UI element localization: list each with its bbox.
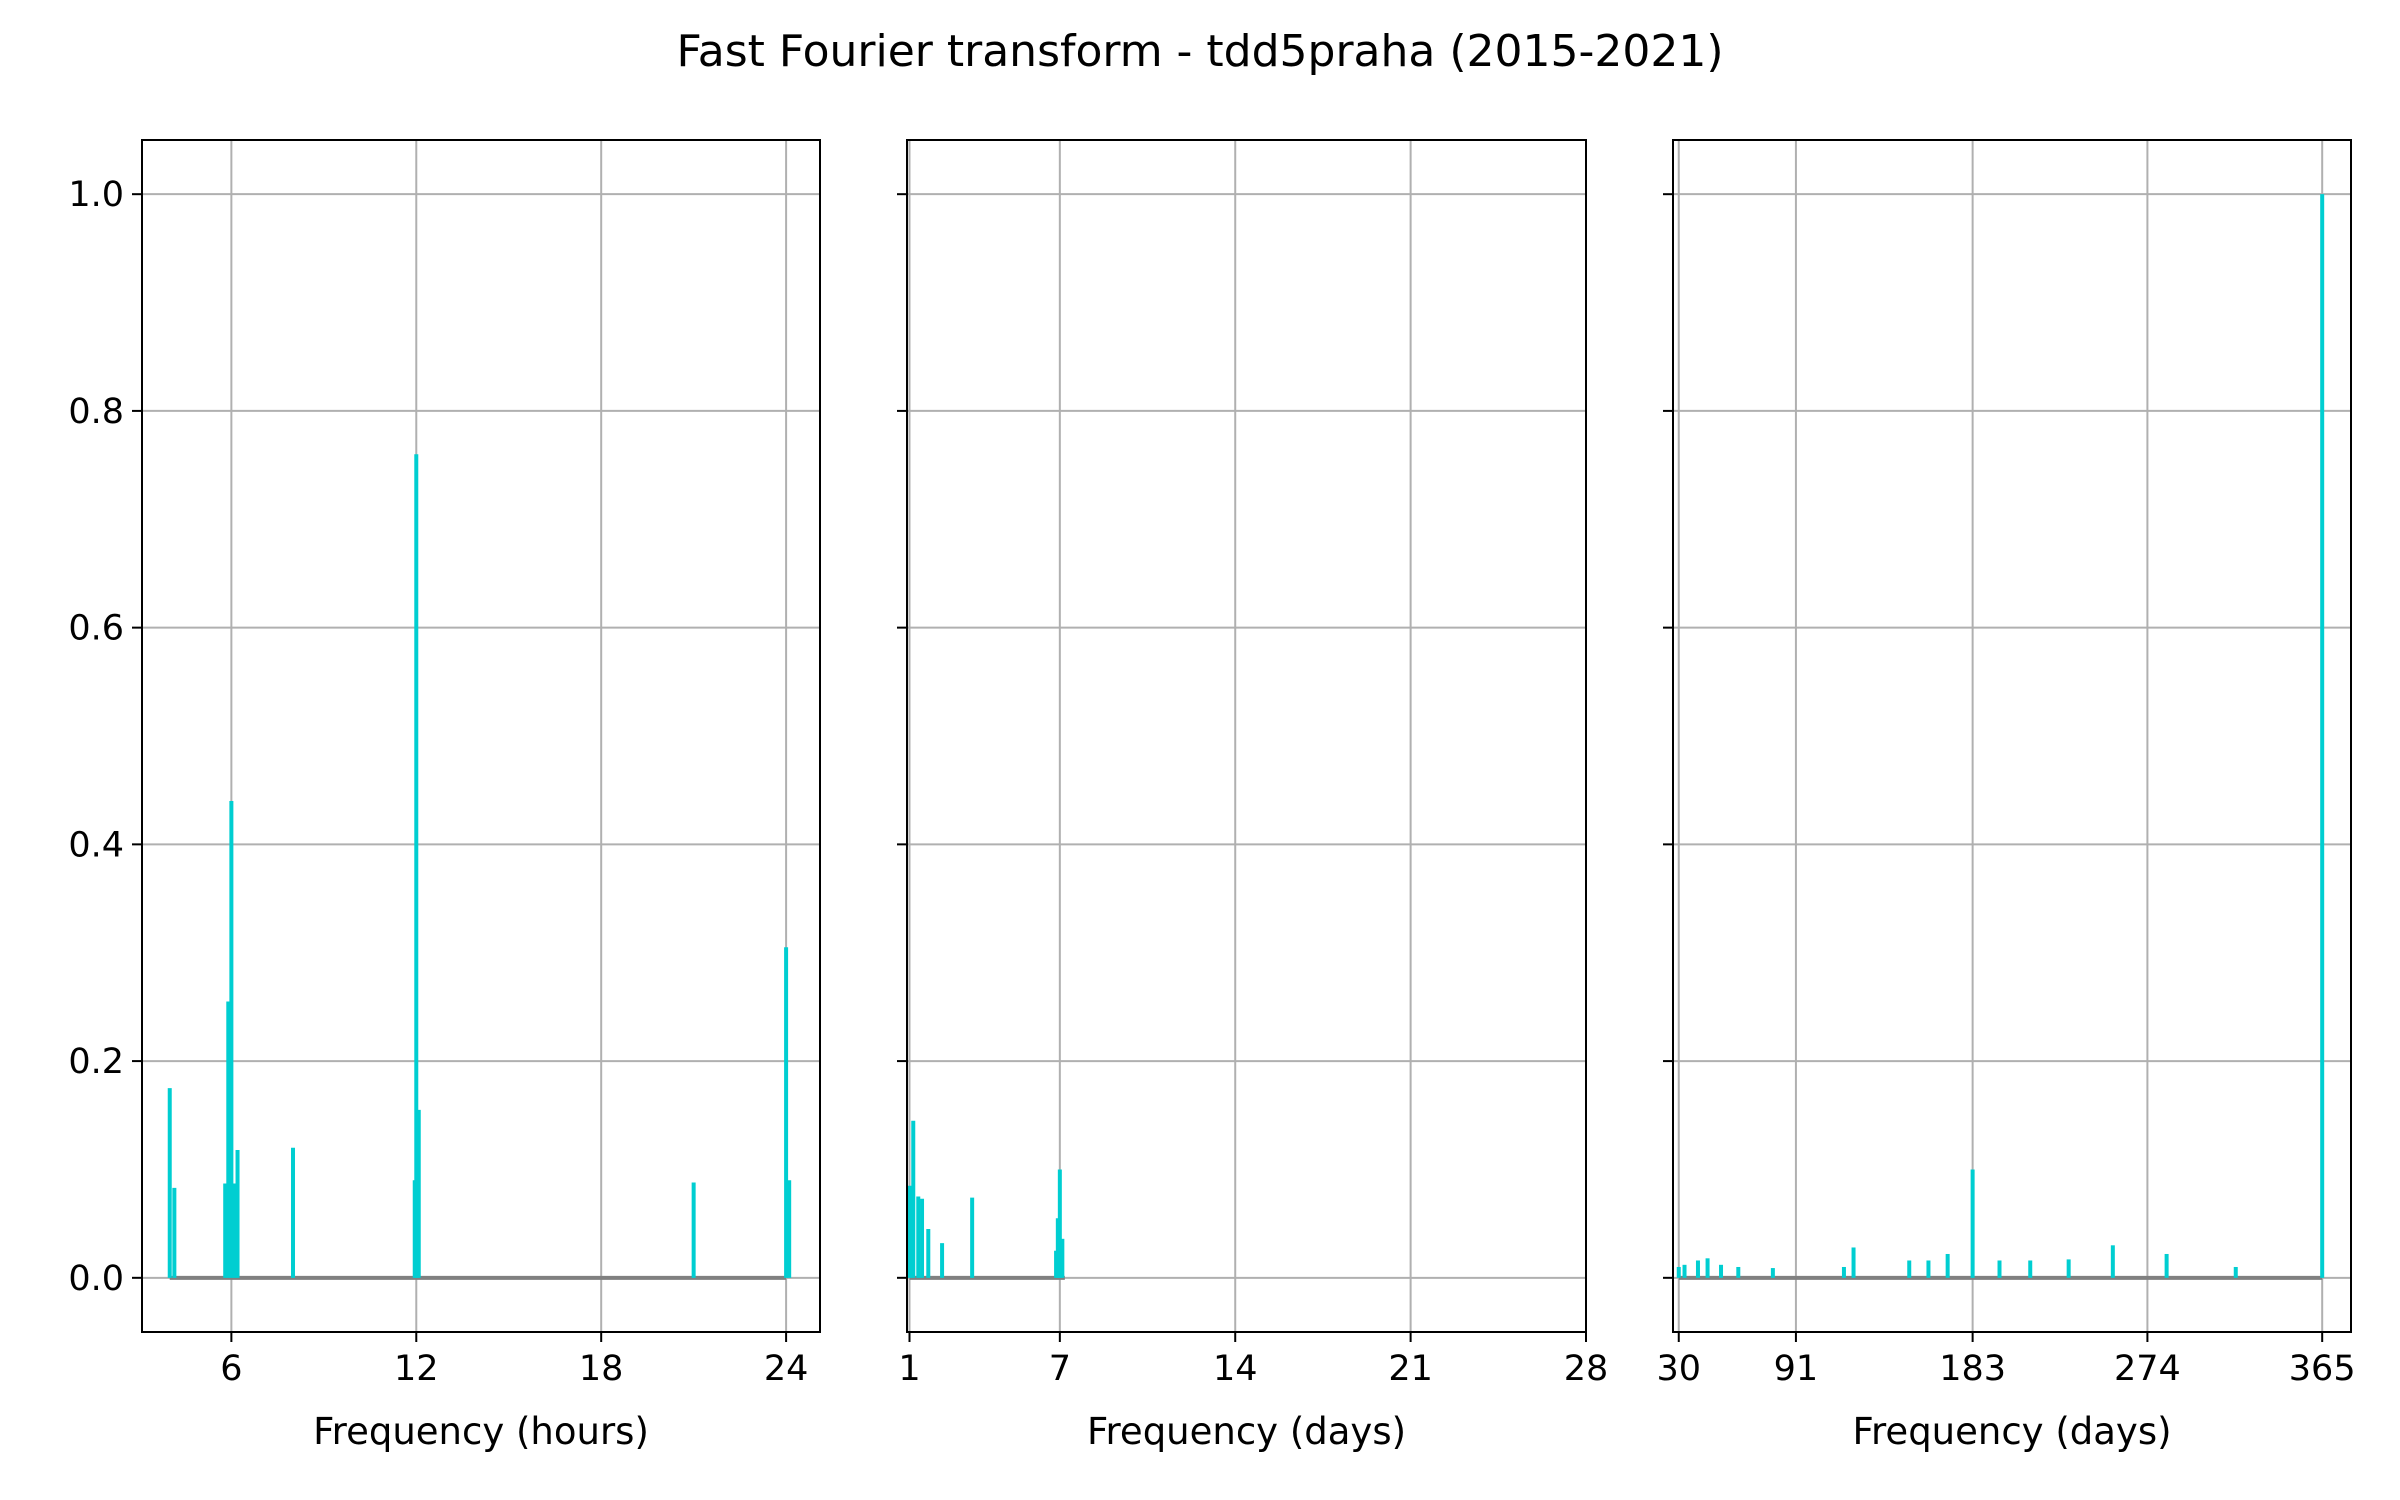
panel-days-weekly: 1 7 14 21 28 Frequency (days) <box>897 139 1609 1453</box>
x-tick-label: 6 <box>220 1349 242 1389</box>
axes-frame <box>1672 139 2352 1333</box>
x-tick-label: 28 <box>1564 1349 1609 1389</box>
y-tick-label: 0.8 <box>68 392 124 432</box>
panel-days-yearly: 30 91 183 274 365 Frequency (days) <box>1656 139 2356 1453</box>
y-tick-label: 0.0 <box>68 1259 124 1299</box>
x-tick-label: 24 <box>764 1349 809 1389</box>
x-tick-label: 1 <box>898 1349 920 1389</box>
x-tick-label: 274 <box>2114 1349 2181 1389</box>
x-tick-label: 91 <box>1774 1349 1819 1389</box>
x-axis-label: Frequency (days) <box>1087 1410 1406 1453</box>
y-tick-label: 1.0 <box>68 175 124 215</box>
x-tick-label: 183 <box>1939 1349 2006 1389</box>
x-tick-label: 12 <box>394 1349 439 1389</box>
x-tick-label: 14 <box>1213 1349 1258 1389</box>
axes-frame <box>906 139 1587 1333</box>
x-tick-label: 7 <box>1049 1349 1071 1389</box>
y-tick-label: 0.6 <box>68 609 124 649</box>
x-tick-label: 21 <box>1388 1349 1433 1389</box>
x-tick-label: 365 <box>2289 1349 2356 1389</box>
axes-frame <box>141 139 821 1333</box>
x-axis-label: Frequency (hours) <box>313 1410 649 1453</box>
y-tick-label: 0.4 <box>68 825 124 865</box>
y-tick-label: 0.2 <box>68 1042 124 1082</box>
x-axis-label: Frequency (days) <box>1852 1410 2171 1453</box>
figure-title: Fast Fourier transform - tdd5praha (2015… <box>676 26 1723 77</box>
x-tick-label: 18 <box>579 1349 624 1389</box>
x-tick-label: 30 <box>1656 1349 1701 1389</box>
panel-hours: 6 12 18 24 0.0 0.2 0.4 0.6 0.8 1.0 Frequency (hour… <box>68 139 821 1453</box>
